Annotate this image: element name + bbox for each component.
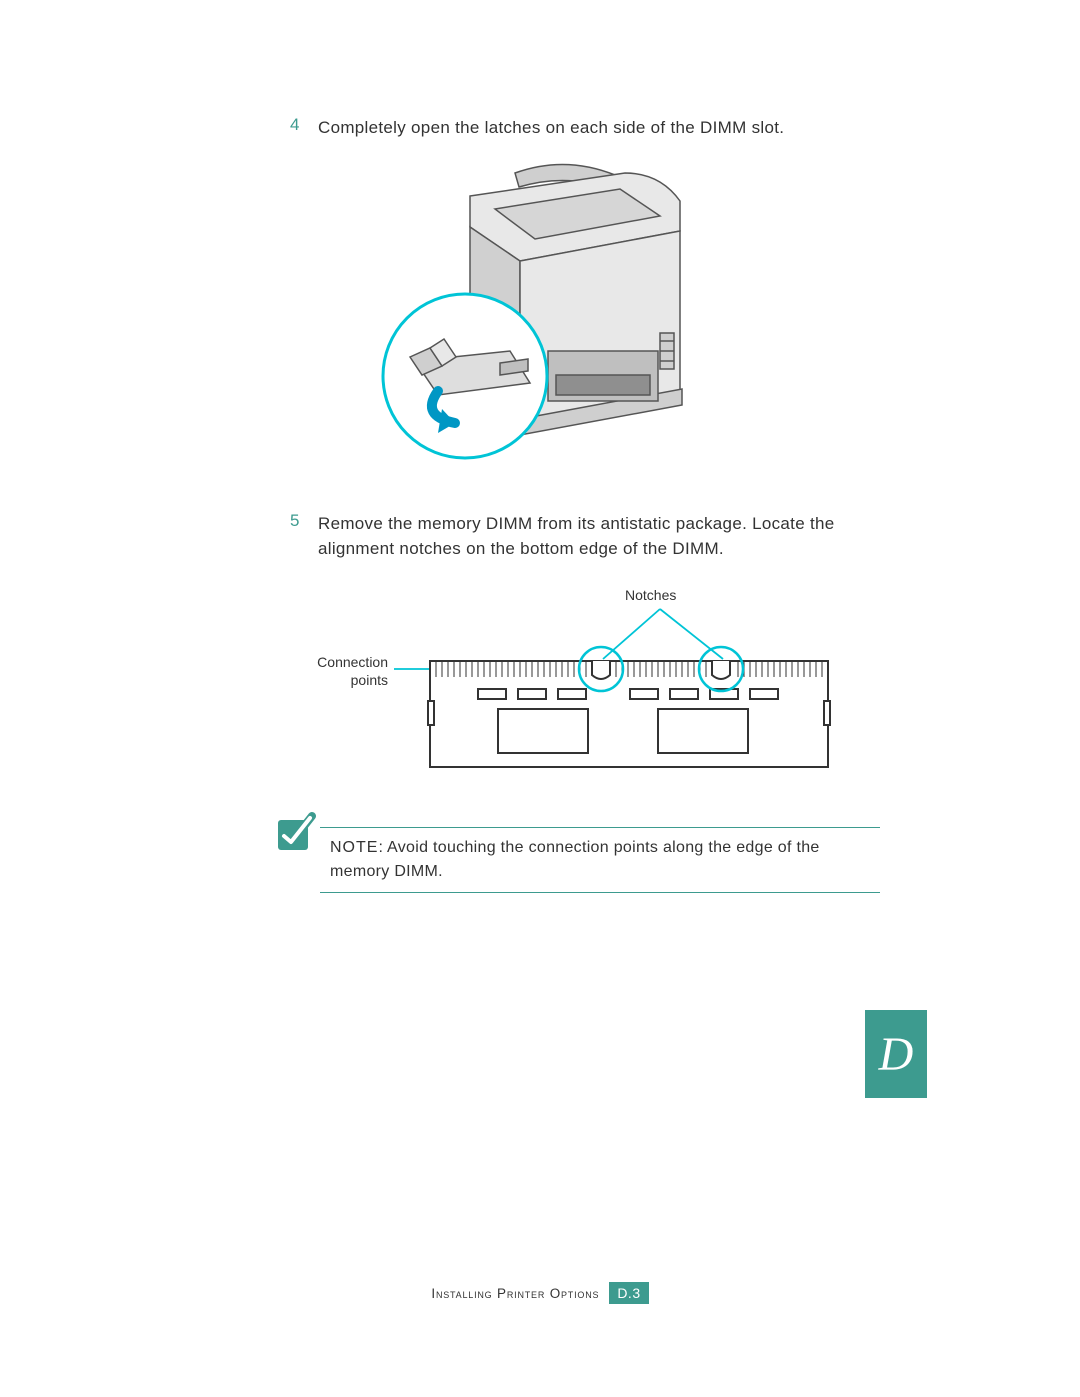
check-icon bbox=[272, 810, 316, 854]
note-body: : Avoid touching the connection points a… bbox=[330, 839, 820, 880]
note-box: NOTE: Avoid touching the connection poin… bbox=[320, 827, 880, 893]
section-tab: D bbox=[865, 1010, 927, 1098]
section-tab-letter: D bbox=[879, 1027, 914, 1082]
page-content: 4 Completely open the latches on each si… bbox=[290, 115, 880, 893]
page-footer: Installing Printer Options D.3 bbox=[0, 1282, 1080, 1304]
step-text: Remove the memory DIMM from its antistat… bbox=[318, 511, 880, 562]
step-text: Completely open the latches on each side… bbox=[318, 115, 784, 141]
printer-illustration-svg bbox=[360, 161, 710, 471]
dimm-svg bbox=[370, 605, 870, 795]
step-5: 5 Remove the memory DIMM from its antist… bbox=[290, 511, 880, 562]
footer-page-number: D.3 bbox=[609, 1282, 648, 1304]
notches-label: Notches bbox=[625, 587, 676, 603]
step-number: 4 bbox=[290, 115, 318, 141]
footer-title: Installing Printer Options bbox=[431, 1286, 599, 1301]
step-number: 5 bbox=[290, 511, 318, 562]
step-4: 4 Completely open the latches on each si… bbox=[290, 115, 880, 141]
figure-printer bbox=[360, 161, 710, 471]
note-prefix: NOTE bbox=[330, 839, 378, 856]
figure-dimm: Notches Connection points bbox=[290, 587, 880, 797]
note-text: NOTE: Avoid touching the connection poin… bbox=[330, 836, 880, 884]
